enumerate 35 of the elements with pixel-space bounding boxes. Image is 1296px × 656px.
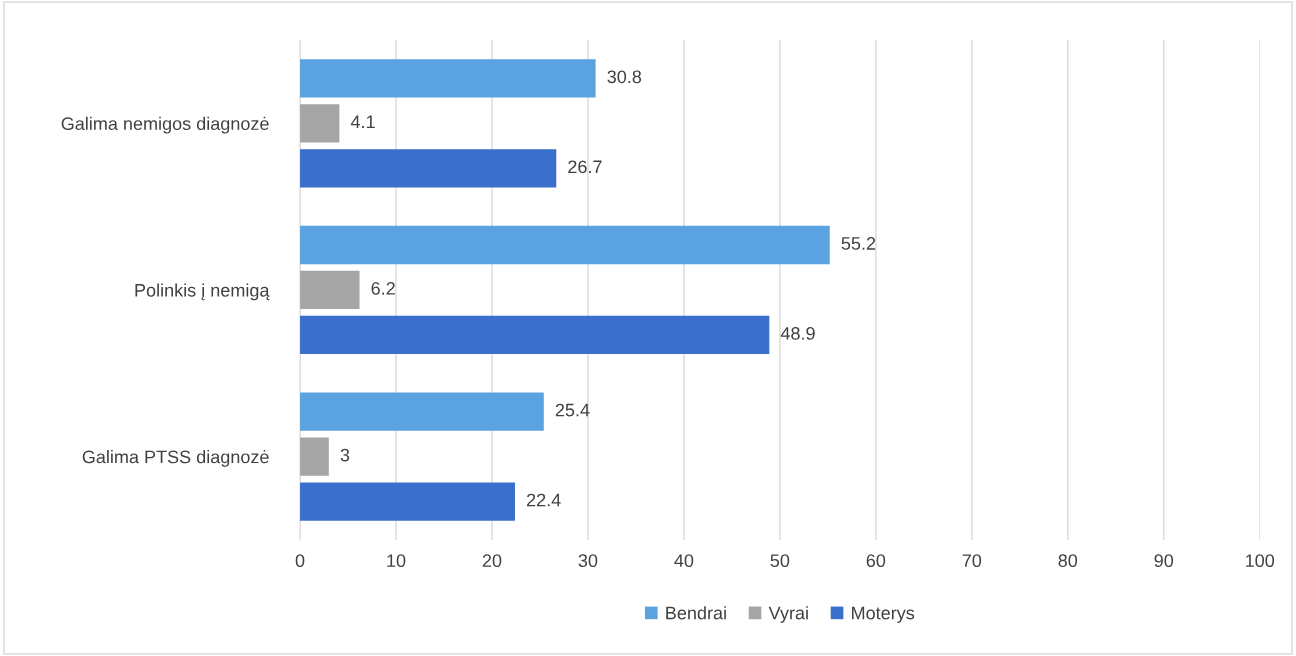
data-label: 55.2 xyxy=(841,237,876,250)
legend-label: Vyrai xyxy=(768,606,808,623)
x-tick-label: 10 xyxy=(387,554,406,568)
x-tick-label: 20 xyxy=(482,554,502,568)
legend-label: Moterys xyxy=(852,606,915,623)
x-tick-label: 0 xyxy=(295,554,305,568)
bar xyxy=(300,225,830,265)
bar xyxy=(300,482,515,521)
y-tick-label: Galima nemigos diagnozė xyxy=(61,116,269,134)
data-label: 4.1 xyxy=(350,115,375,128)
x-tick-label: 40 xyxy=(674,554,694,568)
data-label: 25.4 xyxy=(555,403,590,417)
x-tick-label: 90 xyxy=(1154,554,1174,568)
data-label: 48.9 xyxy=(780,327,815,340)
legend-label: Bendrai xyxy=(666,606,726,620)
x-tick-label: 50 xyxy=(770,554,790,568)
x-tick-label: 70 xyxy=(962,554,982,568)
data-label: 3 xyxy=(340,448,350,462)
y-tick-label: Polinkis į nemigą xyxy=(135,283,270,301)
data-label: 30.8 xyxy=(607,70,642,84)
bar xyxy=(300,104,340,143)
x-tick-label: 100 xyxy=(1246,554,1275,568)
data-label: 22.4 xyxy=(527,493,561,507)
x-tick-label: 80 xyxy=(1058,554,1078,568)
bar xyxy=(300,315,770,355)
bar xyxy=(300,392,544,431)
y-tick-label: Galima PTSS diagnozė xyxy=(82,450,269,467)
x-tick-label: 30 xyxy=(578,554,598,568)
data-label: 6.2 xyxy=(371,282,395,295)
data-label: 26.7 xyxy=(568,160,602,174)
bar xyxy=(300,59,596,98)
x-tick-label: 60 xyxy=(866,554,886,568)
bar xyxy=(300,270,360,310)
bar xyxy=(300,437,329,476)
bar xyxy=(300,149,557,188)
